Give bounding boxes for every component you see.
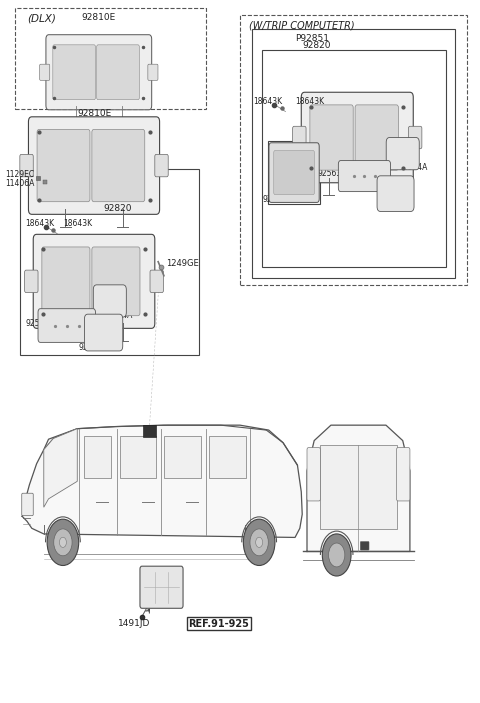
Text: (W/TRIP COMPUTETR): (W/TRIP COMPUTETR): [249, 20, 354, 30]
FancyBboxPatch shape: [92, 129, 145, 202]
FancyBboxPatch shape: [33, 234, 155, 328]
Text: 92824B: 92824B: [384, 204, 413, 213]
FancyBboxPatch shape: [28, 117, 159, 214]
Text: 18643K: 18643K: [253, 97, 283, 106]
Polygon shape: [307, 425, 410, 551]
Text: 18643K: 18643K: [295, 97, 324, 106]
FancyBboxPatch shape: [92, 247, 140, 316]
Text: 92888G: 92888G: [263, 195, 293, 204]
Circle shape: [243, 520, 275, 565]
Text: 92824B: 92824B: [78, 343, 108, 352]
FancyBboxPatch shape: [38, 309, 96, 342]
Text: 1129EC: 1129EC: [5, 170, 35, 179]
FancyBboxPatch shape: [20, 155, 33, 176]
FancyBboxPatch shape: [148, 64, 158, 80]
Text: 1249GE: 1249GE: [166, 259, 199, 269]
Circle shape: [54, 529, 72, 556]
Polygon shape: [120, 436, 156, 478]
Text: 92810E: 92810E: [82, 13, 116, 22]
Circle shape: [47, 520, 79, 565]
Polygon shape: [164, 436, 201, 478]
FancyBboxPatch shape: [42, 247, 90, 316]
FancyBboxPatch shape: [46, 34, 152, 110]
Circle shape: [60, 537, 66, 548]
Text: P92851: P92851: [295, 34, 329, 44]
Polygon shape: [321, 445, 396, 529]
Text: 1491JD: 1491JD: [118, 619, 150, 628]
Bar: [143, 425, 156, 437]
Text: 92820: 92820: [104, 204, 132, 213]
FancyBboxPatch shape: [96, 45, 139, 100]
Polygon shape: [44, 429, 77, 508]
Polygon shape: [84, 436, 111, 478]
FancyBboxPatch shape: [155, 155, 168, 176]
FancyBboxPatch shape: [40, 64, 50, 80]
Circle shape: [250, 529, 268, 556]
FancyBboxPatch shape: [150, 270, 163, 292]
Text: 92820: 92820: [302, 41, 331, 51]
Text: 92810E: 92810E: [77, 109, 111, 118]
FancyBboxPatch shape: [24, 270, 38, 292]
Text: 18643K: 18643K: [63, 219, 92, 228]
Text: 92804A: 92804A: [399, 164, 428, 172]
Circle shape: [323, 534, 351, 576]
FancyBboxPatch shape: [37, 129, 90, 202]
FancyBboxPatch shape: [355, 105, 398, 170]
Text: (DLX): (DLX): [27, 13, 56, 23]
FancyBboxPatch shape: [377, 176, 414, 212]
Polygon shape: [22, 425, 302, 537]
Text: REF.91-925: REF.91-925: [188, 619, 249, 628]
FancyBboxPatch shape: [307, 448, 321, 501]
Text: 18643K: 18643K: [25, 219, 55, 228]
FancyBboxPatch shape: [84, 314, 123, 351]
FancyBboxPatch shape: [386, 138, 419, 170]
Polygon shape: [209, 436, 246, 478]
FancyBboxPatch shape: [93, 285, 126, 317]
FancyBboxPatch shape: [396, 448, 410, 501]
FancyBboxPatch shape: [408, 127, 422, 149]
Text: 92804A: 92804A: [104, 311, 133, 320]
FancyBboxPatch shape: [140, 566, 183, 608]
Text: 11406A: 11406A: [5, 179, 35, 188]
FancyBboxPatch shape: [301, 92, 413, 183]
FancyBboxPatch shape: [293, 127, 306, 149]
FancyBboxPatch shape: [338, 160, 391, 192]
Text: 92563C: 92563C: [25, 319, 55, 328]
FancyBboxPatch shape: [22, 494, 33, 516]
FancyBboxPatch shape: [310, 105, 353, 170]
FancyBboxPatch shape: [269, 143, 319, 202]
FancyBboxPatch shape: [360, 541, 369, 550]
FancyBboxPatch shape: [274, 150, 314, 195]
Circle shape: [328, 543, 345, 567]
Text: 92563C: 92563C: [318, 169, 347, 179]
FancyBboxPatch shape: [53, 45, 96, 100]
Circle shape: [256, 537, 263, 548]
